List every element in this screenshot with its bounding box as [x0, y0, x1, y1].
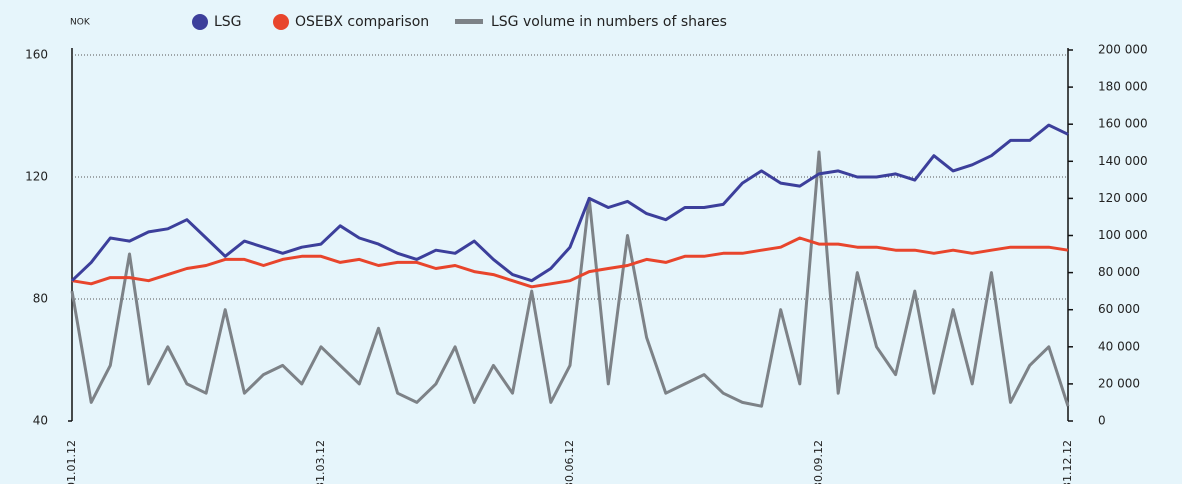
y-tick-label: 120 — [25, 170, 48, 184]
legend-label: LSG volume in numbers of shares — [491, 14, 727, 30]
y2-tick-label: 100 000 — [1098, 228, 1148, 242]
y2-tick-label: 160 000 — [1098, 117, 1148, 131]
series-line — [71, 236, 1069, 289]
legend-swatch — [455, 19, 483, 24]
y-tick-label: 40 — [33, 414, 48, 428]
y2-tick-label: 80 000 — [1098, 265, 1140, 279]
x-tick-label: 31.12.12 — [1061, 440, 1074, 484]
x-tick-label: 01.01.12 — [65, 440, 78, 484]
legend-label: LSG — [214, 14, 242, 30]
y2-tick-label: 60 000 — [1098, 302, 1140, 316]
y2-tick-label: 40 000 — [1098, 339, 1140, 353]
x-tick-label: 30.06.12 — [563, 440, 576, 484]
y2-tick-label: 200 000 — [1098, 43, 1148, 57]
y2-tick-label: 140 000 — [1098, 154, 1148, 168]
legend-swatch — [273, 14, 289, 30]
series-line — [70, 123, 1069, 283]
series-line — [70, 150, 1070, 408]
y-tick-label: 160 — [25, 48, 48, 62]
y2-tick-label: 120 000 — [1098, 191, 1148, 205]
y2-tick-label: 20 000 — [1098, 376, 1140, 390]
legend-label: OSEBX comparison — [295, 14, 429, 30]
legend-swatch — [192, 14, 208, 30]
y2-tick-label: 180 000 — [1098, 80, 1148, 94]
x-tick-label: 31.03.12 — [314, 440, 327, 484]
x-tick-label: 30.09.12 — [812, 440, 825, 484]
y-tick-label: 80 — [33, 292, 48, 306]
y-unit-label: NOK — [70, 18, 91, 28]
y2-tick-label: 0 — [1098, 414, 1106, 428]
